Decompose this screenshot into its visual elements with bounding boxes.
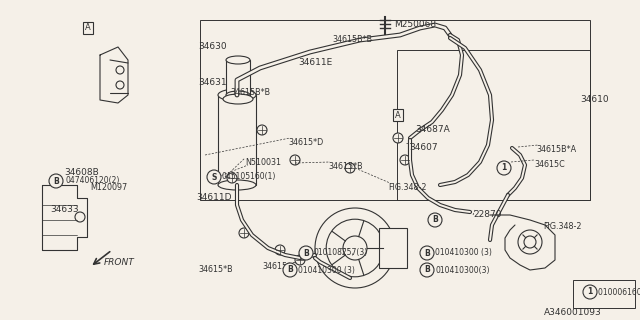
Text: 010006160 (1): 010006160 (1) [598, 287, 640, 297]
Text: 34615*B: 34615*B [328, 162, 363, 171]
Text: B: B [424, 266, 430, 275]
Circle shape [345, 163, 355, 173]
Text: 1: 1 [501, 164, 507, 172]
Circle shape [524, 236, 536, 248]
Text: 34615*C: 34615*C [262, 262, 297, 271]
Ellipse shape [226, 56, 250, 64]
Text: B: B [424, 249, 430, 258]
Text: FIG.348-2: FIG.348-2 [543, 222, 582, 231]
Circle shape [75, 212, 85, 222]
Text: 34608B: 34608B [64, 168, 99, 177]
Text: 34633: 34633 [50, 205, 79, 214]
Text: 34607: 34607 [409, 143, 438, 152]
Text: A: A [395, 110, 401, 119]
Text: 34611D: 34611D [196, 193, 232, 202]
Circle shape [326, 219, 384, 277]
Bar [218, 95, 256, 185]
Text: S: S [211, 172, 217, 181]
Text: 34615*D: 34615*D [288, 138, 323, 147]
Circle shape [295, 255, 305, 265]
Bar [397, 50, 590, 200]
Circle shape [207, 170, 221, 184]
Circle shape [497, 161, 511, 175]
Text: FRONT: FRONT [104, 258, 135, 267]
Text: 047406120(2): 047406120(2) [65, 177, 120, 186]
Text: 045105160(1): 045105160(1) [222, 172, 276, 181]
Circle shape [299, 246, 313, 260]
Text: 34630: 34630 [198, 42, 227, 51]
Text: N510031: N510031 [245, 158, 281, 167]
Text: B: B [287, 266, 293, 275]
Text: M250068: M250068 [394, 20, 436, 29]
Circle shape [116, 66, 124, 74]
Bar [379, 228, 407, 268]
Text: 34615B*B: 34615B*B [332, 35, 372, 44]
Ellipse shape [223, 94, 253, 104]
Circle shape [393, 133, 403, 143]
Circle shape [343, 236, 367, 260]
Text: 010410300 (3): 010410300 (3) [435, 249, 492, 258]
Circle shape [257, 125, 267, 135]
Text: B: B [432, 215, 438, 225]
Ellipse shape [218, 89, 256, 101]
Circle shape [428, 213, 442, 227]
Circle shape [116, 81, 124, 89]
Text: M120097: M120097 [90, 183, 127, 192]
Text: B: B [303, 249, 309, 258]
Circle shape [275, 245, 285, 255]
Bar [226, 60, 250, 95]
Text: A: A [85, 23, 91, 33]
Ellipse shape [218, 180, 256, 190]
Text: 34615B*B: 34615B*B [230, 88, 270, 97]
Text: 34615*B: 34615*B [198, 265, 232, 274]
Circle shape [400, 155, 410, 165]
Bar [200, 20, 590, 200]
Text: 34611E: 34611E [298, 58, 332, 67]
Circle shape [420, 246, 434, 260]
Text: 34687A: 34687A [415, 125, 450, 134]
Text: 34615C: 34615C [534, 160, 564, 169]
Text: A346001093: A346001093 [544, 308, 602, 317]
Circle shape [283, 263, 297, 277]
Text: 34631: 34631 [198, 78, 227, 87]
Text: 34615B*A: 34615B*A [536, 145, 576, 154]
Circle shape [583, 285, 597, 299]
Circle shape [239, 228, 249, 238]
Text: 22870: 22870 [473, 210, 502, 219]
Circle shape [227, 173, 237, 183]
Circle shape [290, 155, 300, 165]
Text: B: B [53, 177, 59, 186]
Ellipse shape [226, 91, 250, 99]
Text: 1: 1 [588, 287, 593, 297]
Circle shape [518, 230, 542, 254]
Text: 34610: 34610 [580, 95, 609, 104]
Text: 010108257(3): 010108257(3) [314, 249, 368, 258]
Text: 010410300(3): 010410300(3) [435, 266, 490, 275]
Text: 010410300 (3): 010410300 (3) [298, 266, 355, 275]
Bar [573, 280, 635, 308]
Circle shape [49, 174, 63, 188]
Circle shape [420, 263, 434, 277]
Circle shape [315, 208, 395, 288]
Text: FIG.348-2: FIG.348-2 [388, 183, 426, 192]
